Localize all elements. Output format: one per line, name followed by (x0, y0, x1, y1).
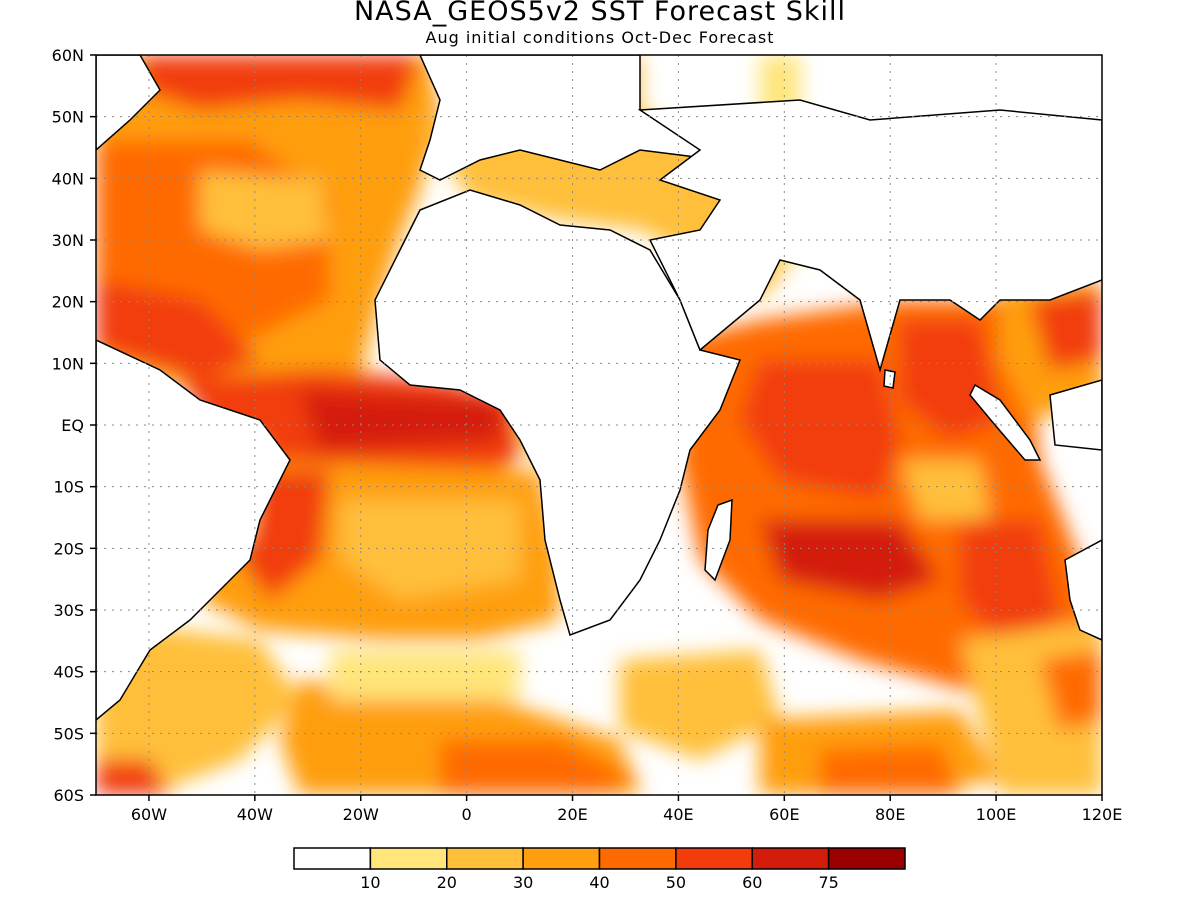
south-america-landmass (96, 339, 291, 721)
colorbar-label: 30 (513, 873, 533, 892)
lon-tick-label: 20E (557, 805, 587, 824)
lon-tick-label: 0 (462, 805, 472, 824)
lat-tick-label: EQ (61, 416, 84, 435)
lat-tick-label: 10S (53, 478, 84, 497)
colorbar-label: 10 (360, 873, 380, 892)
colorbar-label: 50 (666, 873, 686, 892)
australia-landmass (1064, 539, 1102, 641)
lat-tick-label: 20S (53, 539, 84, 558)
colorbar-swatch (522, 847, 601, 870)
colorbar-label: 60 (742, 873, 762, 892)
latitude-axis: 60N 50N 40N 30N 20N 10N EQ 10S 20S 30S 40S 50S 60S (52, 46, 96, 805)
sumatra-island (969, 383, 1042, 461)
coastlines (96, 55, 1102, 721)
colorbar-label: 20 (437, 873, 457, 892)
lon-tick-label: 40W (237, 805, 273, 824)
colorbar-swatch (827, 847, 906, 870)
lon-tick-label: 120E (1082, 805, 1123, 824)
colorbar-swatch (598, 847, 677, 870)
lon-tick-label: 20W (343, 805, 379, 824)
north-america-landmass (96, 55, 161, 152)
lat-tick-label: 30N (52, 231, 84, 250)
lat-tick-label: 60N (52, 46, 84, 65)
lon-tick-label: 100E (976, 805, 1017, 824)
colorbar-swatch (446, 847, 524, 870)
colorbar: 10 20 30 40 50 60 75 (293, 847, 906, 892)
colorbar-swatch (369, 847, 448, 870)
lat-tick-label: 30S (53, 601, 84, 620)
colorbar-swatch (675, 847, 753, 870)
lon-tick-label: 60W (131, 805, 167, 824)
lon-tick-label: 40E (663, 805, 693, 824)
asia-landmass (637, 99, 1102, 373)
map-title: NASA_GEOS5v2 SST Forecast Skill (353, 0, 847, 27)
lat-tick-label: 10N (52, 354, 84, 373)
lat-tick-label: 60S (53, 786, 84, 805)
map-subtitle: Aug initial conditions Oct-Dec Forecast (425, 28, 775, 47)
lon-tick-label: 60E (769, 805, 799, 824)
colorbar-label: 75 (818, 873, 838, 892)
lat-tick-label: 50N (52, 108, 84, 127)
skill-region-southern-ocean (96, 620, 300, 795)
lon-tick-label: 80E (875, 805, 905, 824)
colorbar-swatch (293, 847, 372, 870)
colorbar-swatch (751, 847, 830, 870)
longitude-axis: 60W 40W 20W 0 20E 40E 60E 80E 100E 120E (131, 795, 1122, 824)
lat-tick-label: 50S (53, 724, 84, 743)
colorbar-label: 40 (589, 873, 609, 892)
madagascar-island (704, 498, 733, 582)
lat-lon-grid (96, 55, 1102, 795)
lat-tick-label: 20N (52, 293, 84, 312)
lat-tick-label: 40N (52, 169, 84, 188)
lat-tick-label: 40S (53, 663, 84, 682)
